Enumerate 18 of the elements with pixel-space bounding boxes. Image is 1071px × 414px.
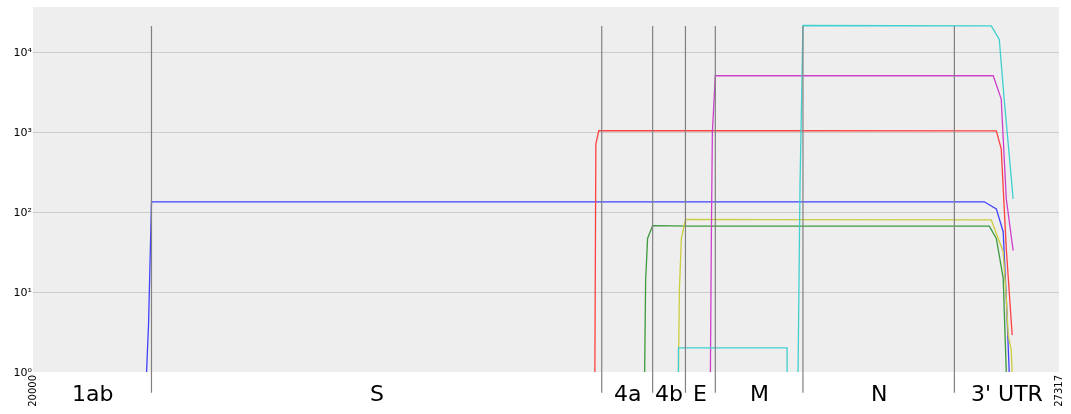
text: S [370,381,384,406]
x-tick-label: 27317 [1053,375,1065,407]
y-tick-label: 10⁴ [13,46,33,60]
text: 1ab [72,381,114,406]
text: 3' UTR [971,381,1043,406]
line-series [797,24,1014,372]
line-series [145,201,1010,372]
text: 4b [655,381,683,406]
text: N [871,381,888,406]
text: E [693,381,707,406]
y-tick-label: 10³ [13,126,32,140]
x-tick-label: 20000 [27,375,39,407]
line-series [709,75,1014,372]
text: 4a [614,381,642,406]
line-series [594,129,1013,372]
y-tick-label: 10¹ [13,285,32,299]
y-tick-label: 10² [13,206,32,220]
text: M [750,381,769,406]
